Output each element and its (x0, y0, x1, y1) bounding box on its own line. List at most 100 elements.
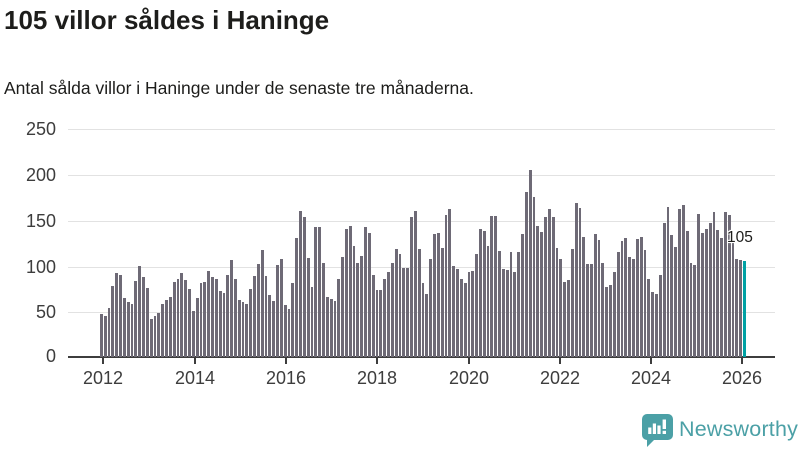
bar (153, 315, 157, 357)
bar (651, 292, 655, 357)
bar (172, 282, 176, 357)
bar (735, 258, 739, 357)
bar (555, 247, 559, 357)
bar (352, 245, 356, 357)
highlight-bar (743, 261, 746, 357)
bar (486, 245, 490, 357)
bar (459, 279, 463, 357)
bar (214, 279, 218, 357)
bar (329, 298, 333, 357)
bar (628, 256, 632, 357)
x-tick-2026 (741, 358, 743, 364)
bar (237, 299, 241, 357)
bar (195, 297, 199, 357)
bar (410, 216, 413, 357)
bar (161, 304, 165, 357)
bar (559, 259, 563, 357)
bar (536, 225, 540, 357)
x-axis-label-2014: 2014 (174, 368, 216, 388)
x-axis-label-2016: 2016 (265, 368, 307, 388)
bar (701, 232, 704, 357)
bar (322, 263, 325, 357)
bar (463, 283, 467, 357)
bar (590, 263, 593, 357)
bar (597, 240, 601, 357)
x-axis-line (68, 356, 775, 358)
bar (157, 313, 161, 357)
bar (341, 256, 344, 357)
bar (494, 215, 498, 357)
bar (299, 211, 302, 357)
gridline-250 (68, 129, 775, 130)
bar (295, 238, 299, 357)
y-axis-label-200: 200 (25, 165, 56, 185)
bar (425, 294, 429, 357)
bar (276, 264, 279, 357)
x-axis-label-2026: 2026 (721, 368, 763, 388)
bar (524, 191, 528, 357)
x-axis-label-2012: 2012 (82, 368, 124, 388)
bar (478, 229, 482, 357)
bar (643, 250, 647, 357)
bar (103, 315, 107, 357)
bar (176, 278, 180, 357)
x-axis-label-2018: 2018 (356, 368, 398, 388)
bar (115, 273, 119, 357)
bar (279, 258, 283, 357)
bar (302, 216, 306, 357)
bar (501, 269, 505, 357)
bar (666, 206, 670, 357)
bar (100, 314, 103, 357)
x-tick-2020 (468, 358, 470, 364)
bar (168, 296, 172, 357)
bar (367, 232, 371, 357)
bar (333, 301, 337, 357)
x-tick-2012 (102, 358, 104, 364)
bar (149, 318, 153, 357)
bar (697, 213, 701, 357)
bar (390, 263, 394, 357)
bar (681, 204, 685, 357)
bar (107, 307, 111, 357)
gridline-50 (68, 312, 775, 313)
bar (211, 276, 214, 357)
bar (306, 257, 310, 357)
bar (356, 263, 360, 357)
bar (544, 216, 547, 357)
bar (188, 288, 191, 357)
bar (260, 250, 264, 357)
bar (498, 251, 501, 357)
bar (586, 263, 589, 357)
bar (184, 280, 188, 357)
bar (130, 304, 134, 357)
x-tick-2022 (559, 358, 561, 364)
bar (540, 232, 544, 357)
bar (310, 286, 314, 357)
bar (632, 258, 635, 357)
bar (490, 215, 494, 357)
bar (723, 212, 727, 357)
bar (226, 274, 230, 357)
bar (471, 271, 475, 357)
bar (138, 265, 142, 357)
bar (704, 229, 708, 357)
bar (528, 170, 532, 357)
bar (574, 202, 578, 357)
bar (291, 283, 295, 357)
bar (678, 209, 681, 357)
bar (708, 222, 712, 357)
bar (364, 226, 367, 357)
bar (417, 249, 421, 357)
bar (402, 267, 406, 357)
y-axis-label-100: 100 (25, 257, 56, 277)
y-axis-label-250: 250 (25, 119, 56, 139)
bar (505, 270, 509, 357)
bar (532, 196, 536, 357)
brand-name: Newsworthy (679, 417, 799, 441)
bar (142, 276, 145, 357)
bar (593, 233, 597, 357)
bar (482, 231, 486, 357)
x-axis-label-2024: 2024 (630, 368, 672, 388)
bar (448, 209, 452, 357)
bar (436, 232, 440, 357)
